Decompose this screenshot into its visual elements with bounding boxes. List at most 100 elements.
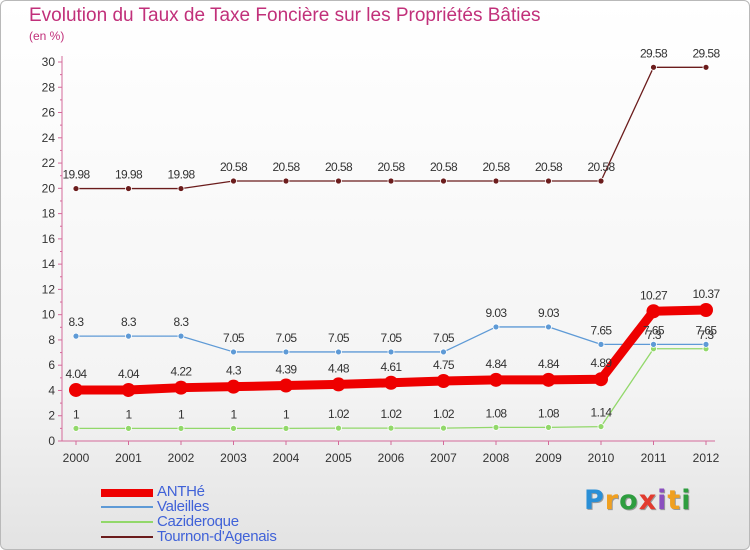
data-point xyxy=(492,423,500,431)
data-point xyxy=(440,348,447,356)
data-point xyxy=(541,372,556,387)
legend-label-cazideroque: Cazideroque xyxy=(157,513,239,530)
data-point xyxy=(436,373,451,388)
brand-letter: r xyxy=(604,485,620,516)
data-label: 7.05 xyxy=(223,331,245,345)
data-point xyxy=(545,423,552,431)
data-label: 1.02 xyxy=(328,407,350,421)
brand-letter: x xyxy=(638,485,658,516)
data-point xyxy=(440,177,447,185)
data-label: 4.84 xyxy=(538,357,560,371)
data-label: 8.3 xyxy=(174,315,190,329)
data-point xyxy=(230,177,237,185)
y-tick-label: 12 xyxy=(42,282,56,296)
y-tick-label: 8 xyxy=(48,333,55,347)
data-label: 20.58 xyxy=(272,160,300,174)
data-label: 4.75 xyxy=(433,358,455,372)
data-label: 1.08 xyxy=(538,406,560,420)
data-point xyxy=(72,185,80,192)
data-label: 1.14 xyxy=(591,406,613,420)
data-point xyxy=(72,424,80,432)
data-point xyxy=(177,185,185,192)
data-label: 1 xyxy=(283,407,290,421)
data-label: 20.58 xyxy=(220,160,248,174)
chart-title: Evolution du Taux de Taxe Foncière sur l… xyxy=(29,5,541,26)
x-tick-label: 2008 xyxy=(483,451,510,465)
brand-letter: o xyxy=(619,485,639,516)
y-tick-label: 28 xyxy=(42,80,56,94)
data-label: 10.27 xyxy=(640,288,668,302)
y-tick-label: 22 xyxy=(42,156,56,170)
data-point xyxy=(702,63,710,71)
legend-label-anthe: ANTHé xyxy=(157,483,205,500)
data-label: 7.65 xyxy=(643,323,665,337)
data-label: 4.04 xyxy=(118,367,140,381)
data-label: 1 xyxy=(125,407,132,421)
data-label: 4.39 xyxy=(276,363,298,377)
data-point xyxy=(384,375,398,390)
data-point xyxy=(699,302,713,317)
data-point xyxy=(335,177,342,185)
data-point xyxy=(597,423,605,430)
data-point xyxy=(335,348,342,356)
data-point xyxy=(545,323,552,331)
data-label: 19.98 xyxy=(167,168,195,182)
data-label: 7.05 xyxy=(328,331,350,345)
data-label: 19.98 xyxy=(62,168,90,182)
data-label: 20.58 xyxy=(430,160,458,174)
y-tick-label: 10 xyxy=(42,308,56,322)
data-point xyxy=(282,348,290,356)
data-label: 4.04 xyxy=(66,367,88,381)
data-point xyxy=(646,304,661,319)
legend-swatch-cazideroque xyxy=(101,521,153,523)
data-point xyxy=(125,332,132,340)
data-point xyxy=(335,424,342,432)
data-label: 29.58 xyxy=(692,46,720,60)
data-point xyxy=(387,424,395,432)
y-tick-label: 6 xyxy=(48,358,55,372)
data-label: 9.03 xyxy=(486,306,508,320)
brand-letter: i xyxy=(657,485,668,516)
brand-letter: P xyxy=(584,485,605,516)
x-tick-label: 2001 xyxy=(115,451,142,465)
data-point xyxy=(702,340,710,348)
data-label: 1.02 xyxy=(381,407,403,421)
data-point xyxy=(387,177,395,185)
x-tick-label: 2005 xyxy=(325,451,352,465)
y-tick-label: 4 xyxy=(48,383,55,397)
data-point xyxy=(174,380,188,395)
legend-label-valeilles: Valeilles xyxy=(157,498,210,515)
brand-letter: t xyxy=(667,485,682,516)
unit-label: (en %) xyxy=(29,29,65,43)
x-tick-label: 2009 xyxy=(535,451,562,465)
data-label: 19.98 xyxy=(115,168,143,182)
data-label: 1.02 xyxy=(433,407,455,421)
data-label: 1 xyxy=(230,407,237,421)
legend-swatch-anthe xyxy=(101,489,153,497)
brand-letter: i xyxy=(681,485,692,516)
data-label: 4.48 xyxy=(328,361,350,375)
data-point xyxy=(177,332,185,340)
data-point xyxy=(125,424,132,432)
data-point xyxy=(387,348,395,356)
data-point xyxy=(177,424,185,432)
data-point xyxy=(650,340,657,348)
y-tick-label: 0 xyxy=(48,434,55,448)
data-label: 20.58 xyxy=(482,160,510,174)
y-tick-label: 16 xyxy=(42,232,56,246)
data-point xyxy=(492,323,500,331)
data-label: 1 xyxy=(178,407,185,421)
data-point xyxy=(282,424,290,432)
data-label: 20.58 xyxy=(535,160,563,174)
data-point xyxy=(72,332,80,340)
data-label: 20.58 xyxy=(325,160,353,174)
data-label: 7.05 xyxy=(433,331,455,345)
data-point xyxy=(597,177,605,185)
data-point xyxy=(125,185,132,192)
data-point xyxy=(545,177,552,185)
data-label: 29.58 xyxy=(640,46,668,60)
data-point xyxy=(279,378,293,393)
data-point xyxy=(594,372,608,387)
